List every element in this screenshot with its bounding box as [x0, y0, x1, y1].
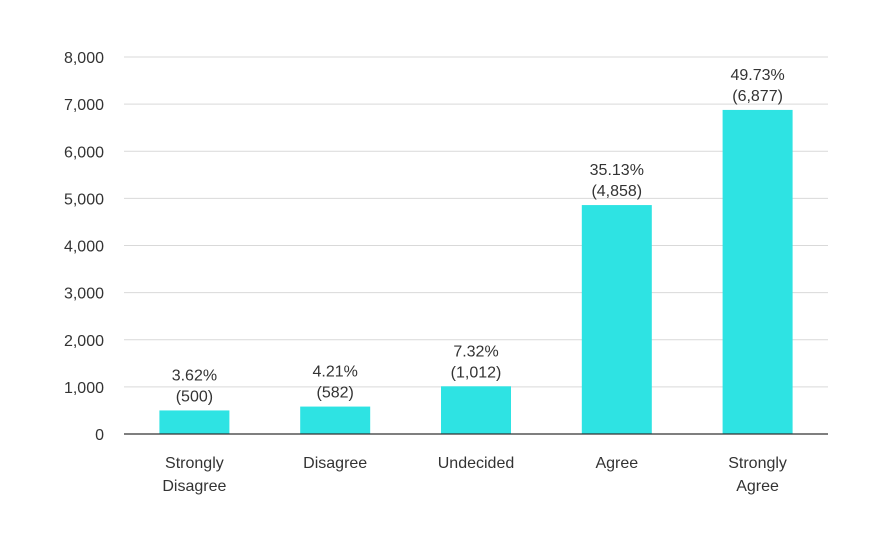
bar	[159, 410, 230, 434]
data-labels: 3.62% (500) 4.21% (582) 7.32% (1,012) 35.13% (4…	[172, 67, 785, 406]
y-tick-label: 7,000	[64, 97, 104, 114]
gridlines	[124, 56, 828, 388]
x-category-label: Disagree	[162, 478, 226, 495]
y-tick-label: 2,000	[64, 333, 104, 350]
data-label: 4.21%	[313, 364, 358, 381]
data-label: (4,858)	[591, 183, 642, 200]
y-tick-label: 6,000	[64, 144, 104, 161]
data-label: (500)	[176, 388, 213, 405]
data-label: (1,012)	[451, 364, 502, 381]
data-label: 49.73%	[730, 67, 784, 84]
data-label: (6,877)	[732, 88, 783, 105]
y-tick-label: 1,000	[64, 380, 104, 397]
bar	[722, 109, 793, 434]
bar	[441, 386, 511, 434]
x-category-label: Undecided	[438, 455, 515, 472]
bar	[581, 205, 652, 434]
y-tick-label: 8,000	[64, 50, 104, 67]
x-category-label: Disagree	[303, 455, 367, 472]
data-label: (582)	[317, 385, 354, 402]
data-label: 7.32%	[453, 343, 498, 360]
x-category-label: Agree	[736, 478, 779, 495]
data-label: 3.62%	[172, 367, 217, 384]
bars	[159, 109, 793, 434]
y-tick-label: 5,000	[64, 191, 104, 208]
x-category-label: Strongly	[165, 455, 224, 472]
y-tick-label: 0	[95, 427, 104, 444]
y-axis-tick-labels: 0 1,000 2,000 3,000 4,000 5,000 6,000 7,000 8,00…	[64, 50, 104, 444]
data-label: 35.13%	[590, 162, 644, 179]
bar	[300, 406, 371, 434]
x-category-label: Agree	[595, 455, 638, 472]
x-axis-category-labels: Strongly Disagree Disagree Undecided Agree St…	[162, 455, 787, 495]
x-category-label: Strongly	[728, 455, 787, 472]
y-tick-label: 3,000	[64, 286, 104, 303]
y-tick-label: 4,000	[64, 239, 104, 256]
